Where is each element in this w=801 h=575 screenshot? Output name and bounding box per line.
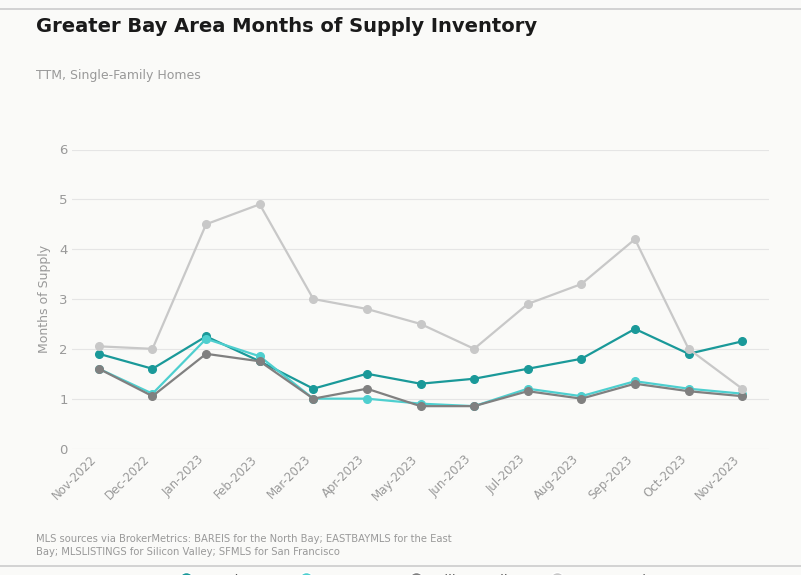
Text: Bay; MLSLISTINGS for Silicon Valley; SFMLS for San Francisco: Bay; MLSLISTINGS for Silicon Valley; SFM… <box>36 547 340 557</box>
Text: TTM, Single-Family Homes: TTM, Single-Family Homes <box>36 69 201 82</box>
Text: Greater Bay Area Months of Supply Inventory: Greater Bay Area Months of Supply Invent… <box>36 17 537 36</box>
Y-axis label: Months of Supply: Months of Supply <box>38 245 51 353</box>
Text: MLS sources via BrokerMetrics: BAREIS for the North Bay; EASTBAYMLS for the East: MLS sources via BrokerMetrics: BAREIS fo… <box>36 534 452 543</box>
Legend: North Bay, East Bay, Silicon Valley, San Francisco: North Bay, East Bay, Silicon Valley, San… <box>168 569 673 575</box>
